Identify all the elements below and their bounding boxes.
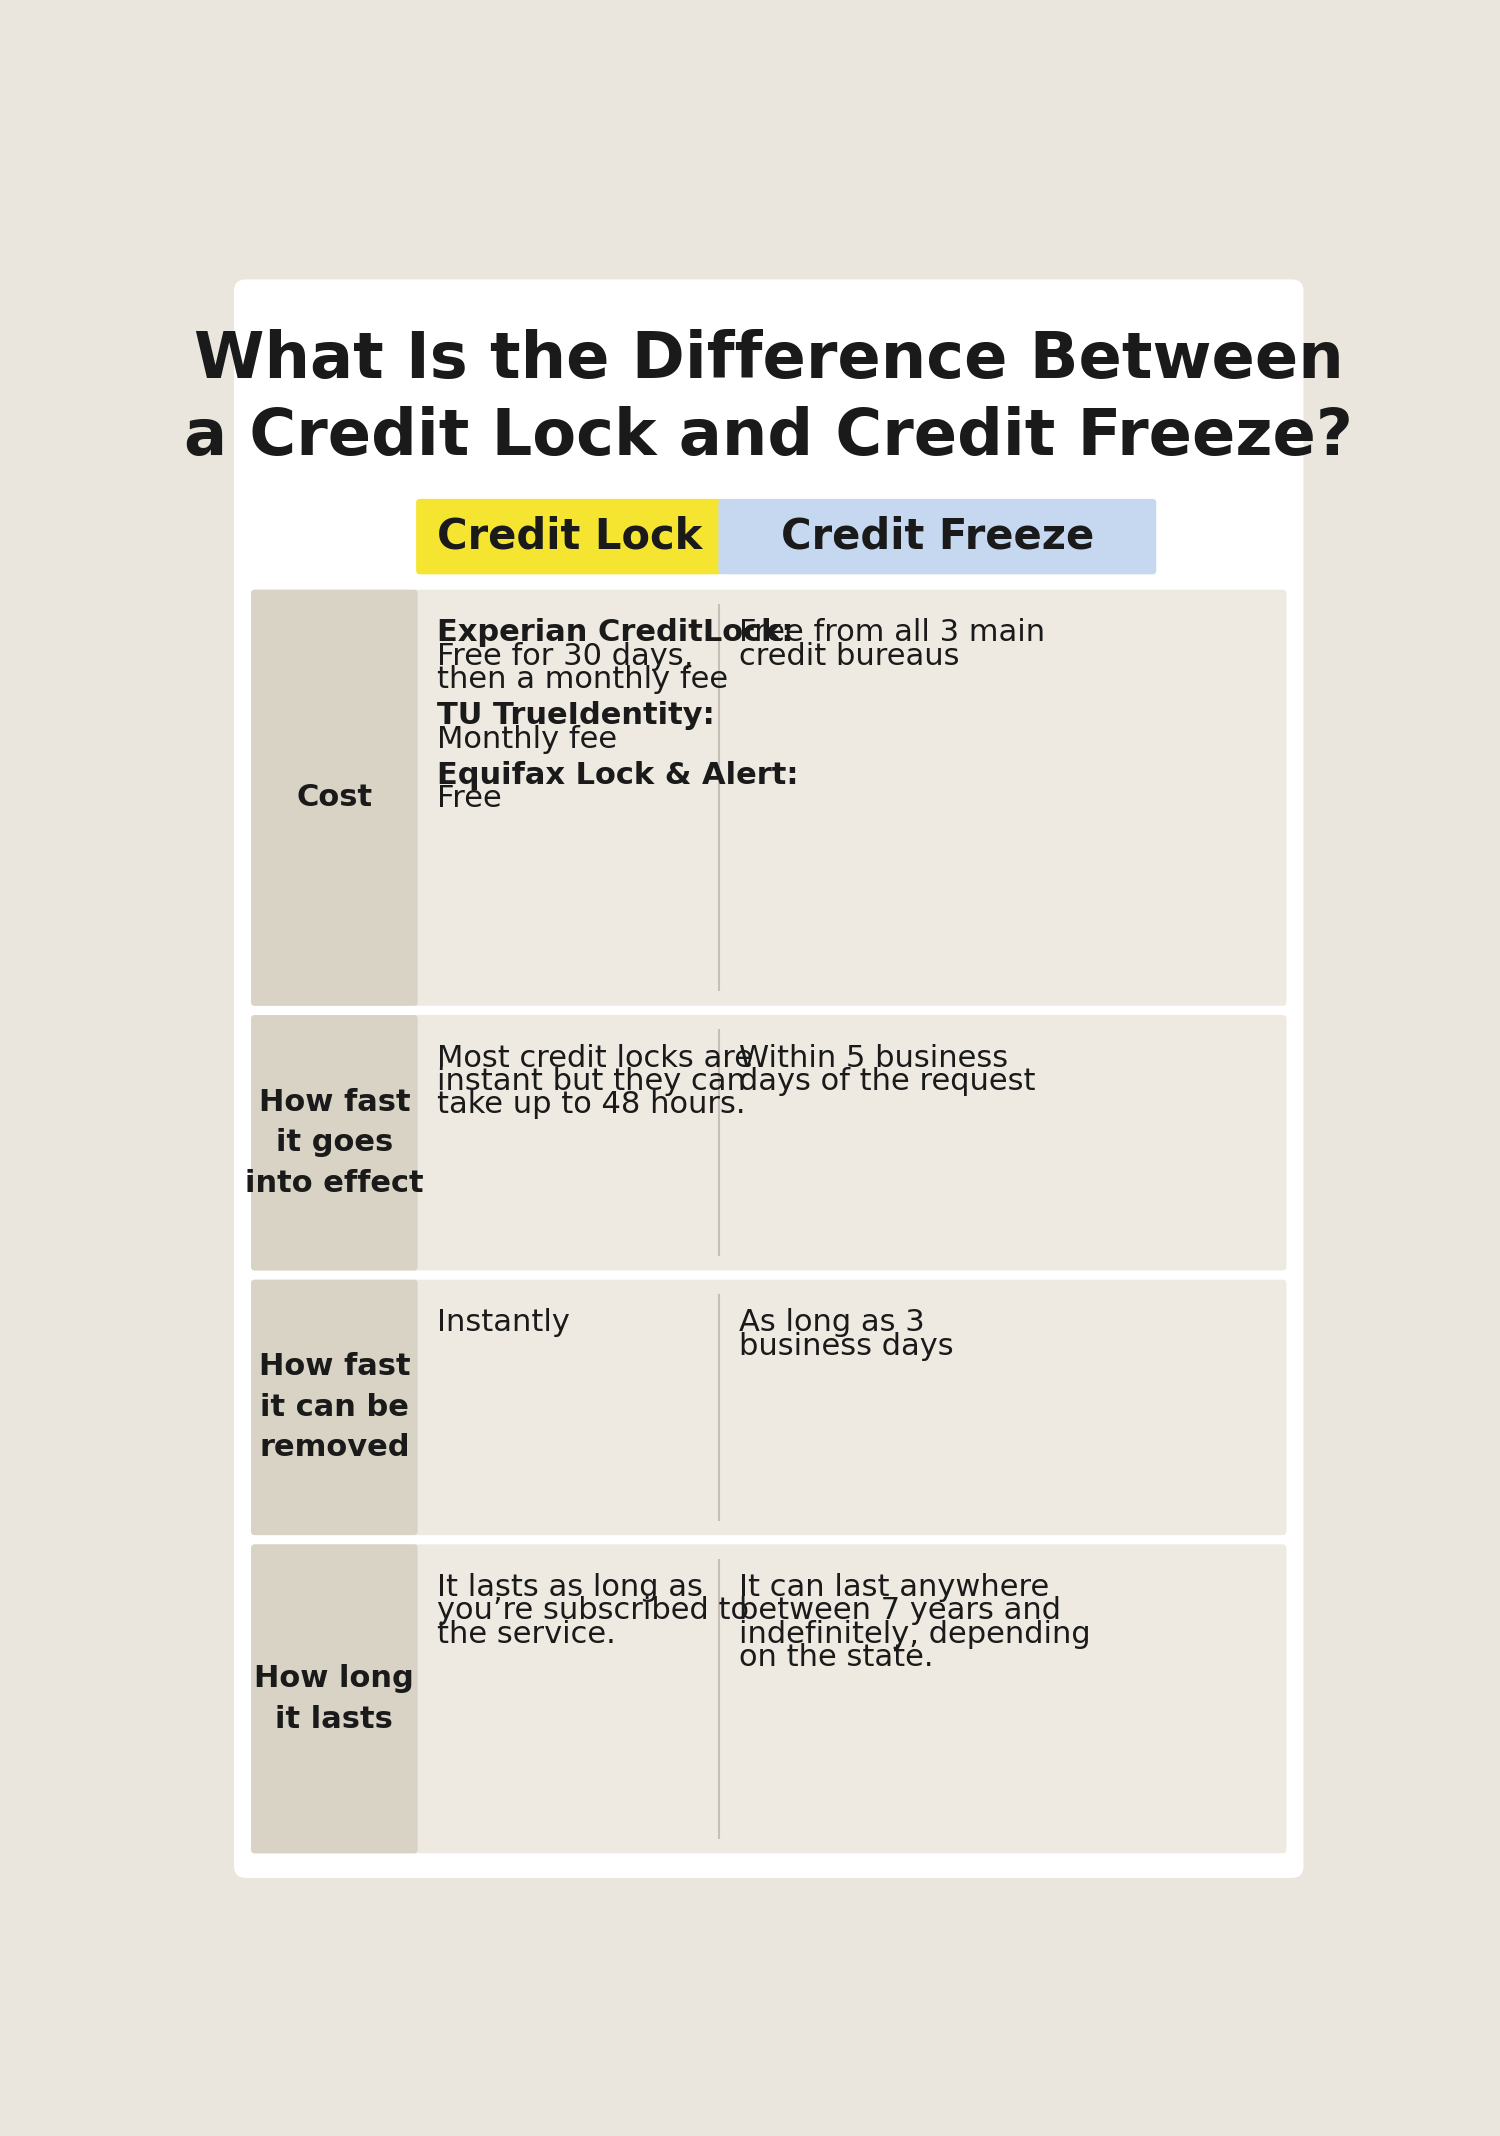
FancyBboxPatch shape [251, 590, 417, 1006]
Text: business days: business days [740, 1331, 954, 1361]
Text: How fast
it goes
into effect: How fast it goes into effect [244, 1087, 423, 1198]
Text: What Is the Difference Between: What Is the Difference Between [194, 329, 1344, 391]
Text: days of the request: days of the request [740, 1066, 1036, 1096]
FancyBboxPatch shape [234, 280, 1304, 1878]
Text: credit bureaus: credit bureaus [740, 641, 960, 671]
FancyBboxPatch shape [251, 1544, 417, 1854]
Text: Free for 30 days,: Free for 30 days, [436, 641, 693, 671]
Text: Instantly: Instantly [436, 1307, 570, 1337]
Text: Most credit locks are: Most credit locks are [436, 1045, 753, 1072]
Text: Monthly fee: Monthly fee [436, 724, 616, 754]
Text: indefinitely, depending: indefinitely, depending [740, 1619, 1090, 1649]
Text: It can last anywhere: It can last anywhere [740, 1572, 1050, 1602]
Text: It lasts as long as: It lasts as long as [436, 1572, 704, 1602]
FancyBboxPatch shape [251, 1015, 417, 1271]
Text: Free: Free [436, 784, 502, 814]
Text: you’re subscribed to: you’re subscribed to [436, 1596, 748, 1625]
Text: Free from all 3 main: Free from all 3 main [740, 617, 1046, 647]
Text: between 7 years and: between 7 years and [740, 1596, 1062, 1625]
FancyBboxPatch shape [251, 1279, 1287, 1536]
Text: Equifax Lock & Alert:: Equifax Lock & Alert: [436, 760, 798, 790]
FancyBboxPatch shape [251, 1015, 1287, 1271]
Text: As long as 3: As long as 3 [740, 1307, 926, 1337]
Text: then a monthly fee: then a monthly fee [436, 664, 728, 694]
FancyBboxPatch shape [718, 500, 1156, 575]
Text: How long
it lasts: How long it lasts [255, 1664, 414, 1734]
Text: Within 5 business: Within 5 business [740, 1045, 1008, 1072]
FancyBboxPatch shape [416, 500, 723, 575]
Text: instant but they can: instant but they can [436, 1066, 746, 1096]
Text: take up to 48 hours.: take up to 48 hours. [436, 1089, 746, 1119]
FancyBboxPatch shape [251, 1279, 417, 1536]
Text: How fast
it can be
removed: How fast it can be removed [258, 1352, 410, 1463]
FancyBboxPatch shape [251, 590, 1287, 1006]
Text: a Credit Lock and Credit Freeze?: a Credit Lock and Credit Freeze? [184, 406, 1353, 468]
Text: Cost: Cost [297, 784, 372, 812]
Text: Credit Lock: Credit Lock [436, 515, 702, 557]
Text: the service.: the service. [436, 1619, 616, 1649]
Text: on the state.: on the state. [740, 1643, 934, 1672]
FancyBboxPatch shape [251, 1544, 1287, 1854]
Text: TU TrueIdentity:: TU TrueIdentity: [436, 701, 716, 731]
Text: Experian CreditLock:: Experian CreditLock: [436, 617, 794, 647]
Text: Credit Freeze: Credit Freeze [780, 515, 1094, 557]
